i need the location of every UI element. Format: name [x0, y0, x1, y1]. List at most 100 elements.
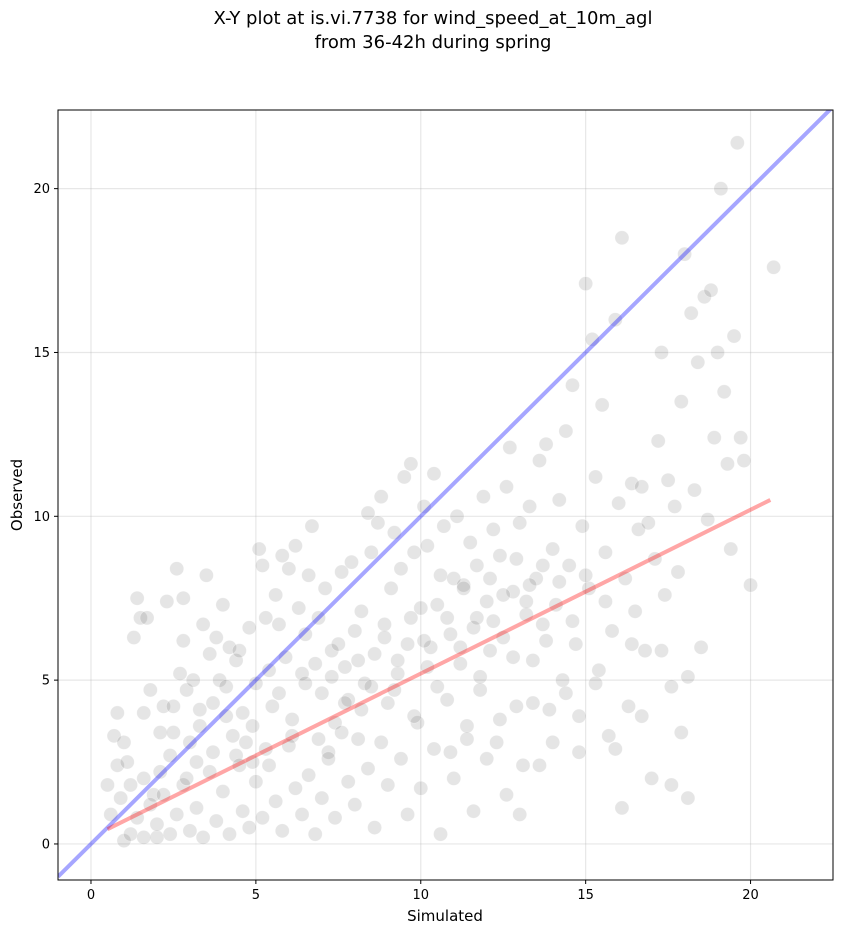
- scatter-point: [251, 541, 267, 557]
- scatter-point: [462, 535, 478, 550]
- x-tick-label: 5: [252, 888, 260, 903]
- scatter-point: [486, 613, 501, 629]
- y-tick-label: 15: [33, 346, 50, 361]
- scatter-point: [166, 699, 181, 714]
- scatter-point: [420, 538, 435, 554]
- scatter-point: [192, 718, 208, 734]
- scatter-point: [495, 630, 511, 645]
- scatter-point: [360, 505, 376, 521]
- scatter-point: [347, 797, 363, 812]
- scatter-point: [156, 787, 171, 803]
- scatter-point: [162, 748, 178, 763]
- identity-line: [58, 110, 833, 879]
- chart-title-line-1: X-Y plot at is.vi.7738 for wind_speed_at…: [214, 8, 653, 29]
- scatter-point: [641, 515, 656, 531]
- scatter-point: [472, 682, 488, 698]
- y-tick-label: 5: [42, 674, 50, 689]
- scatter-point: [413, 600, 429, 616]
- scatter-point: [321, 744, 336, 760]
- scatter-point: [182, 735, 198, 750]
- scatter-point: [176, 590, 191, 606]
- scatter-point: [222, 640, 237, 655]
- scatter-point: [502, 440, 518, 455]
- scatter-point: [396, 469, 412, 485]
- scatter-point: [706, 430, 722, 445]
- scatter-point: [337, 659, 353, 675]
- scatter-point: [258, 610, 274, 626]
- scatter-point: [185, 672, 201, 688]
- scatter-point: [156, 699, 171, 714]
- scatter-point: [327, 715, 343, 731]
- scatter-point: [245, 754, 260, 770]
- scatter-point: [383, 581, 399, 596]
- scatter-point: [215, 784, 231, 799]
- scatter-point: [228, 653, 244, 668]
- scatter-point: [100, 777, 115, 793]
- scatter-point: [169, 807, 185, 822]
- scatter-point: [439, 692, 455, 708]
- scatter-point: [195, 830, 211, 845]
- scatter-point: [680, 669, 696, 685]
- scatter-point: [687, 482, 702, 498]
- scatter-point: [311, 731, 326, 747]
- scatter-point: [568, 636, 584, 652]
- scatter-point: [624, 636, 640, 652]
- scatter-point: [492, 548, 508, 563]
- scatter-point: [331, 636, 346, 652]
- scatter-point: [644, 771, 659, 786]
- scatter-point: [136, 705, 152, 721]
- scatter-point: [377, 617, 392, 632]
- x-axis-label: Simulated: [407, 907, 483, 925]
- scatter-point: [621, 699, 636, 714]
- scatter-point: [169, 561, 185, 577]
- chart-title-line-2: from 36-42h during spring: [315, 32, 552, 53]
- scatter-point: [202, 646, 217, 662]
- scatter-point: [370, 515, 386, 531]
- scatter-point: [278, 649, 293, 665]
- scatter-point: [393, 561, 409, 577]
- scatter-point: [123, 826, 138, 842]
- scatter-point: [152, 725, 168, 740]
- scatter-point: [697, 289, 712, 305]
- scatter-point: [614, 230, 630, 246]
- scatter-point: [538, 436, 554, 452]
- scatter-point: [367, 646, 382, 662]
- scatter-point: [459, 718, 475, 734]
- plot-frame: [57, 109, 834, 881]
- scatter-point: [584, 332, 600, 347]
- scatter-point: [482, 643, 498, 658]
- scatter-point: [241, 820, 257, 835]
- scatter-point: [479, 594, 495, 609]
- scatter-point: [558, 423, 574, 439]
- scatter-point: [713, 181, 729, 196]
- points-layer: [100, 135, 781, 848]
- scatter-point: [126, 630, 142, 645]
- x-tick-label: 15: [577, 888, 594, 903]
- scatter-point: [123, 777, 138, 793]
- scatter-point: [261, 662, 277, 678]
- scatter-point: [301, 767, 316, 783]
- scatter-point: [265, 699, 280, 714]
- scatter-point: [344, 554, 359, 570]
- scatter-point: [179, 771, 194, 786]
- scatter-point: [535, 617, 551, 632]
- scatter-point: [575, 518, 590, 534]
- scatter-point: [248, 774, 264, 790]
- scatter-point: [159, 594, 175, 609]
- scatter-point: [650, 433, 666, 449]
- scatter-point: [416, 499, 432, 514]
- scatter-point: [403, 610, 419, 626]
- scatter-point: [416, 633, 432, 649]
- scatter-point: [298, 676, 313, 691]
- scatter-point: [354, 702, 369, 717]
- scatter-point: [700, 512, 715, 527]
- scatter-point: [495, 587, 511, 603]
- scatter-point: [565, 613, 580, 629]
- scatter-point: [360, 761, 376, 776]
- scatter-point: [301, 567, 316, 583]
- scatter-point: [472, 669, 488, 685]
- x-tick-label: 0: [87, 888, 95, 903]
- scatter-point: [726, 328, 742, 344]
- scatter-point: [634, 708, 650, 724]
- scatter-point: [660, 472, 676, 488]
